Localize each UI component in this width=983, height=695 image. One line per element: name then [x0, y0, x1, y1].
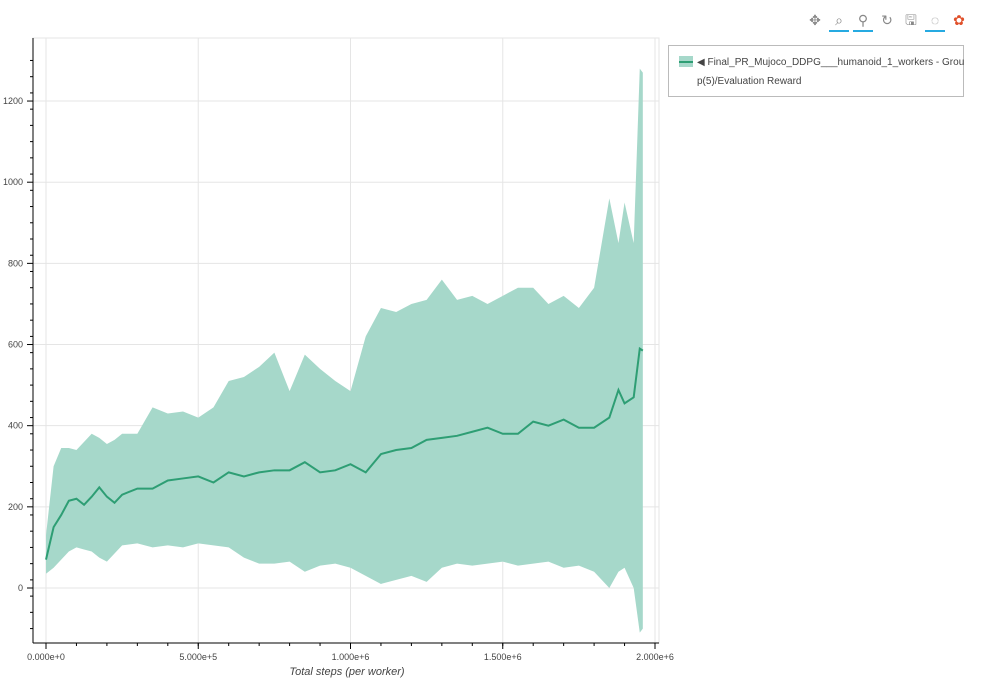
box-zoom-icon[interactable]: ⌕	[829, 10, 849, 32]
reset-icon[interactable]: ↻	[881, 12, 893, 28]
legend-swatch	[679, 56, 693, 67]
y-tick-label: 1200	[3, 96, 23, 106]
legend[interactable]: ◀ Final_PR_Mujoco_DDPG___humanoid_1_work…	[668, 45, 964, 97]
pan-icon[interactable]: ✥	[809, 12, 821, 28]
y-tick-label: 0	[18, 583, 23, 593]
crosshair-icon[interactable]: ◌	[925, 10, 945, 32]
x-tick-label: 5.000e+5	[179, 652, 217, 662]
std-band	[46, 68, 643, 633]
x-tick-label: 1.000e+6	[332, 652, 370, 662]
y-tick-label: 800	[8, 258, 23, 268]
y-tick-label: 1000	[3, 177, 23, 187]
y-tick-label: 400	[8, 421, 23, 431]
x-tick-label: 2.000e+6	[636, 652, 674, 662]
y-tick-label: 600	[8, 340, 23, 350]
wheel-zoom-icon[interactable]: ⚲	[853, 10, 873, 32]
x-axis-label: Total steps (per worker)	[289, 666, 404, 678]
y-tick-label: 200	[8, 502, 23, 512]
save-icon[interactable]: 🖫	[905, 12, 917, 28]
axes: 0.000e+0 5.000e+5 1.000e+6 1.500e+6 2.000e+6…	[3, 38, 674, 662]
x-tick-label: 1.500e+6	[484, 652, 522, 662]
mean-line	[45, 346, 644, 560]
x-tick-label: 0.000e+0	[27, 652, 65, 662]
bokeh-logo-icon[interactable]: ✿	[953, 12, 965, 28]
legend-label-line2: p(5)/Evaluation Reward	[697, 76, 802, 87]
legend-label-line1: ◀ Final_PR_Mujoco_DDPG___humanoid_1_work…	[697, 57, 965, 68]
toolbar: ✥ ⌕ ⚲ ↻ 🖫 ◌ ✿	[805, 10, 969, 32]
